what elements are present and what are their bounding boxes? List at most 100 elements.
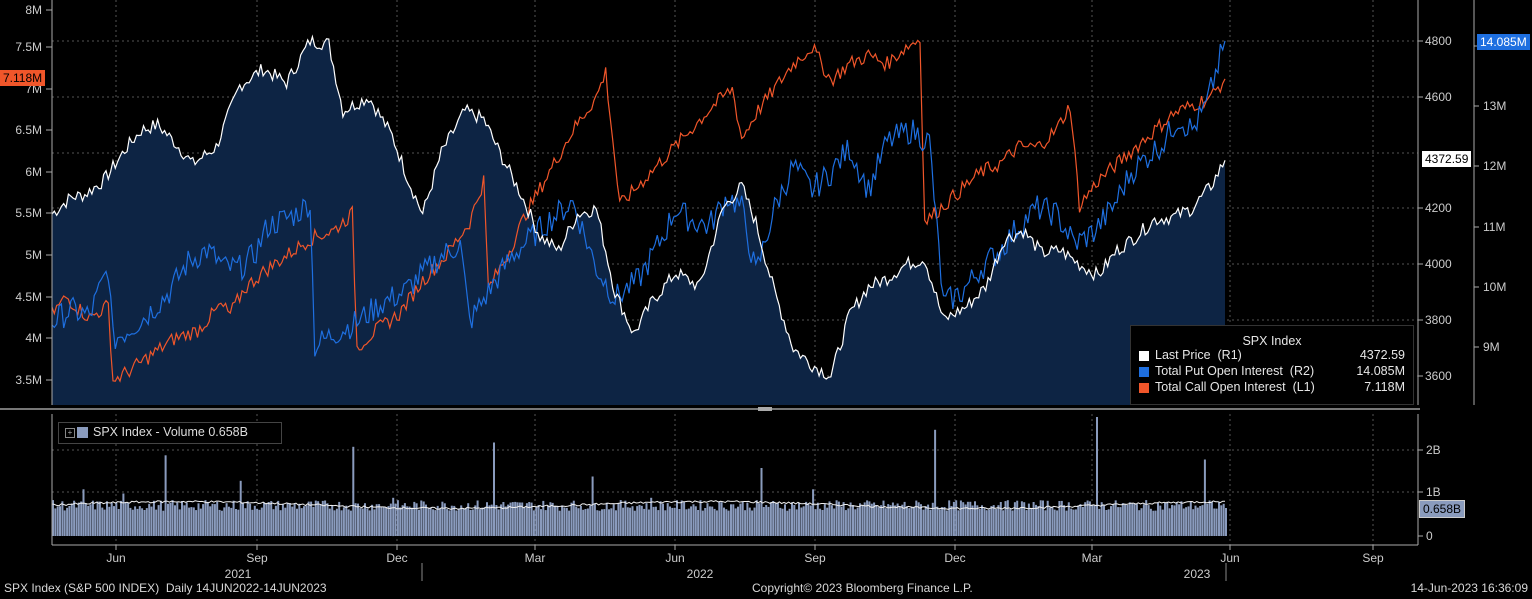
month-label: Jun — [1220, 551, 1239, 565]
volume-bar — [1107, 509, 1110, 536]
volume-bar — [957, 510, 960, 536]
volume-bar — [1013, 502, 1016, 536]
volume-bar — [1199, 506, 1202, 536]
volume-bar — [120, 500, 122, 536]
volume-bar — [310, 501, 313, 536]
volume-bar — [554, 505, 556, 536]
volume-bar — [901, 504, 904, 536]
volume-bar — [476, 500, 479, 536]
volume-bar — [725, 509, 728, 536]
volume-bar — [500, 504, 503, 536]
volume-bar — [1135, 504, 1138, 536]
volume-bar — [497, 509, 500, 536]
volume-bar — [1072, 509, 1075, 536]
volume-bar — [122, 493, 125, 536]
volume-bar — [981, 505, 983, 536]
volume-bar — [680, 500, 683, 536]
legend-item-price: Last Price (R1) 4372.59 — [1139, 348, 1413, 364]
volume-bar — [1194, 505, 1197, 536]
volume-bar — [837, 501, 840, 536]
volume-bar — [171, 500, 174, 536]
volume-bar — [490, 504, 493, 536]
expand-icon[interactable]: + — [65, 428, 75, 438]
r1-tick-label: 4000 — [1425, 257, 1452, 271]
volume-bar — [920, 504, 922, 536]
volume-bar — [277, 500, 280, 536]
volume-bar — [633, 510, 636, 536]
volume-bar — [640, 505, 643, 536]
volume-bar — [136, 508, 139, 536]
volume-bar — [141, 508, 144, 536]
volume-bar — [220, 510, 223, 536]
left-tick-label: 4.5M — [15, 290, 42, 304]
volume-bar — [528, 502, 531, 536]
volume-bar — [389, 503, 392, 536]
volume-bar — [744, 510, 747, 536]
volume-bar — [298, 503, 301, 536]
legend-item-label: Last Price (R1) — [1155, 348, 1242, 362]
volume-bar — [798, 503, 800, 536]
volume-bar — [882, 500, 885, 536]
volume-bar — [1088, 501, 1091, 536]
footer-security: SPX Index (S&P 500 INDEX) Daily 14JUN202… — [4, 581, 327, 595]
volume-bar — [1096, 417, 1098, 536]
volume-bar — [866, 500, 869, 536]
month-label: Dec — [944, 551, 965, 565]
volume-bar — [511, 502, 514, 536]
volume-bar — [802, 506, 805, 536]
volume-bar — [572, 500, 575, 536]
volume-bar — [471, 509, 474, 536]
volume-bar — [776, 502, 779, 536]
volume-bar — [685, 509, 688, 536]
month-label: Mar — [1082, 551, 1103, 565]
volume-bar — [697, 510, 700, 536]
volume-bar — [708, 506, 711, 536]
volume-bar — [70, 503, 73, 536]
volume-bar — [1220, 505, 1223, 536]
volume-bar — [474, 505, 477, 536]
volume-bar — [1114, 500, 1117, 536]
volume-last-tag: 0.658B — [1419, 500, 1466, 518]
volume-bar — [631, 506, 634, 536]
volume-bar — [1067, 502, 1070, 536]
volume-bar — [296, 508, 298, 536]
volume-bar — [983, 508, 986, 536]
volume-bar — [821, 510, 824, 536]
volume-bar — [537, 505, 540, 536]
volume-bar — [267, 502, 270, 536]
legend-item-put: Total Put Open Interest (R2) 14.085M — [1139, 364, 1413, 380]
volume-bar — [854, 509, 857, 536]
volume-bar — [244, 508, 247, 536]
r2-tick-label: 11M — [1483, 220, 1505, 234]
volume-bar — [591, 476, 594, 536]
volume-bar — [1016, 500, 1019, 536]
volume-bar — [174, 505, 176, 536]
volume-bar — [547, 505, 549, 536]
volume-bar — [385, 507, 388, 536]
volume-bar — [772, 501, 775, 536]
volume-bar — [94, 509, 97, 536]
volume-bar — [1079, 504, 1082, 536]
volume-bar — [809, 505, 812, 536]
volume-bar — [258, 509, 261, 536]
volume-bar — [647, 509, 650, 536]
volume-bar — [575, 506, 578, 536]
volume-bar — [127, 502, 130, 536]
volume-bar — [1215, 508, 1218, 536]
volume-bar — [486, 502, 488, 536]
volume-label-text: SPX Index - Volume 0.658B — [93, 425, 248, 439]
volume-bar — [924, 506, 927, 536]
left-tick-label: 5M — [25, 248, 42, 262]
volume-bar — [392, 497, 395, 537]
r1-tick-label: 4600 — [1425, 90, 1452, 104]
volume-bar — [905, 506, 908, 536]
volume-bar — [1009, 509, 1012, 536]
volume-bar — [342, 507, 345, 536]
volume-bar — [251, 509, 254, 536]
volume-bar — [676, 500, 678, 536]
volume-panel-label[interactable]: + SPX Index - Volume 0.658B — [58, 422, 282, 444]
volume-bar — [181, 501, 183, 536]
price-last-tag: 4372.59 — [1422, 151, 1472, 167]
volume-bar — [80, 501, 83, 536]
volume-bar — [1081, 507, 1084, 536]
